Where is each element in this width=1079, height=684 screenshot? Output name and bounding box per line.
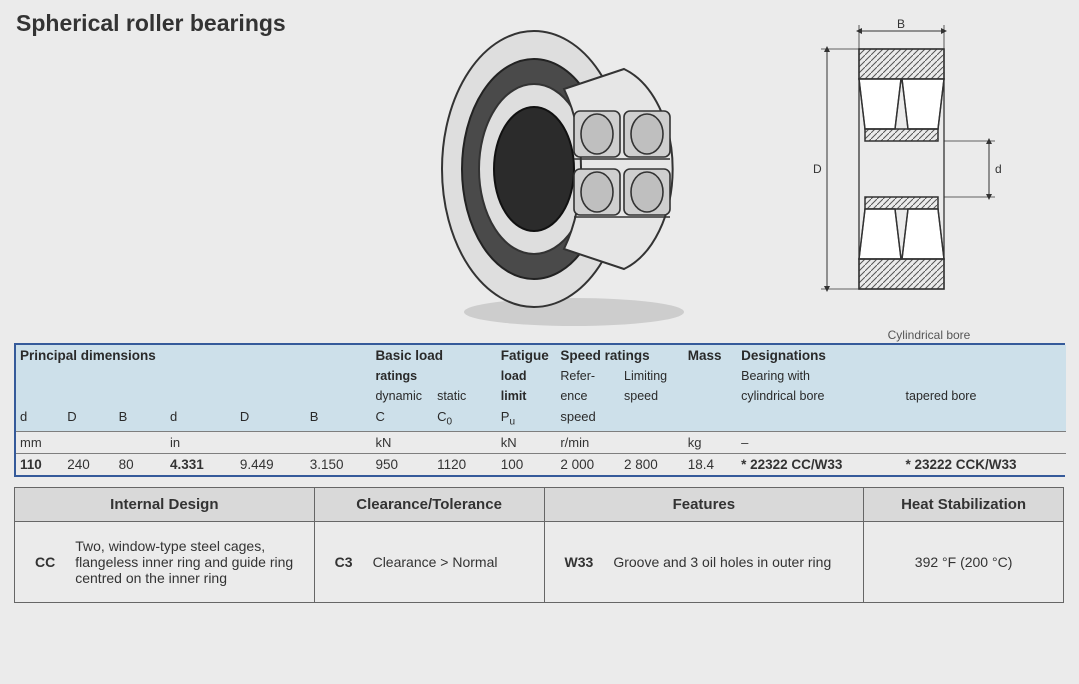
val-mass: 18.4 (684, 453, 737, 475)
hdr-limit: limit (497, 386, 557, 406)
val-D-in: 9.449 (236, 453, 306, 475)
code-c3: C3 (325, 546, 363, 578)
hdr-D1: D (63, 406, 114, 431)
hdr-D2: D (236, 406, 306, 431)
diagram-caption: Cylindrical bore (799, 328, 1059, 342)
code-cc: CC (25, 530, 65, 594)
spec-table: Principal dimensions Basic load Fatigue … (16, 345, 1066, 475)
val-Pu: 100 (497, 453, 557, 475)
hdr-dynamic: dynamic (371, 386, 433, 406)
info-hdr-heat: Heat Stabilization (864, 487, 1064, 521)
hdr-bearingwith: Bearing with (737, 366, 901, 386)
hdr-mass: Mass (684, 345, 737, 366)
text-cc: Two, window-type steel cages, flangeless… (65, 530, 303, 594)
text-w33: Groove and 3 oil holes in outer ring (603, 546, 841, 578)
info-heat-cell: 392 °F (200 °C) (864, 521, 1064, 602)
val-designation-tap: * 23222 CCK/W33 (902, 453, 1066, 475)
hdr-tapbore: tapered bore (902, 386, 1066, 406)
val-B-mm: 80 (115, 453, 166, 475)
info-table: Internal Design Clearance/Tolerance Feat… (14, 487, 1064, 603)
val-refspeed: 2 000 (556, 453, 620, 475)
hdr-static: static (433, 386, 497, 406)
hdr-ratings: ratings (371, 366, 496, 386)
hdr-Pu: Pu (497, 406, 557, 431)
spec-table-container: Principal dimensions Basic load Fatigue … (14, 343, 1065, 477)
hdr-C: C (371, 406, 433, 431)
hdr-speed: Speed ratings (556, 345, 683, 366)
dim-label-d: d (995, 162, 1002, 176)
hdr-B2: B (306, 406, 372, 431)
val-D-mm: 240 (63, 453, 114, 475)
table-row: 110 240 80 4.331 9.449 3.150 950 1120 10… (16, 453, 1066, 475)
hdr-C0: C0 (433, 406, 497, 431)
unit-mm: mm (16, 431, 166, 453)
info-hdr-features: Features (544, 487, 864, 521)
hdr-basicload: Basic load (375, 348, 443, 363)
info-features-cell: W33 Groove and 3 oil holes in outer ring (544, 521, 864, 602)
val-C0: 1120 (433, 453, 497, 475)
hdr-ence: ence (556, 386, 620, 406)
val-C: 950 (371, 453, 433, 475)
dim-label-B: B (897, 19, 905, 31)
info-hdr-internal: Internal Design (15, 487, 315, 521)
hdr-fatigue: Fatigue (497, 345, 557, 366)
info-clearance-cell: C3 Clearance > Normal (314, 521, 544, 602)
unit-dash: – (737, 431, 1066, 453)
hdr-limiting: Limiting (620, 366, 684, 386)
hdr-limspeed: speed (620, 386, 684, 406)
hdr-B1: B (115, 406, 166, 431)
dimension-diagram: B D d Cylindrical bore (799, 19, 1059, 349)
hdr-refspeed: speed (556, 406, 620, 431)
hero-area: B D d Cylindrical bore (14, 43, 1065, 343)
val-d-mm: 110 (16, 453, 63, 475)
hdr-principal: Principal dimensions (16, 345, 371, 366)
bearing-3d-render (424, 19, 714, 332)
info-internal-cell: CC Two, window-type steel cages, flangel… (15, 521, 315, 602)
hdr-cylbore: cylindrical bore (737, 386, 901, 406)
hdr-d2: d (166, 406, 236, 431)
val-d-in: 4.331 (166, 453, 236, 475)
val-designation-cyl: * 22322 CC/W33 (737, 453, 901, 475)
hdr-d1: d (16, 406, 63, 431)
code-w33: W33 (555, 546, 604, 578)
val-B-in: 3.150 (306, 453, 372, 475)
info-hdr-clearance: Clearance/Tolerance (314, 487, 544, 521)
hdr-load: load (497, 366, 557, 386)
unit-kN2: kN (497, 431, 557, 453)
unit-rmin: r/min (556, 431, 683, 453)
unit-kN: kN (371, 431, 496, 453)
unit-in: in (166, 431, 371, 453)
unit-kg: kg (684, 431, 737, 453)
hdr-refer: Refer- (556, 366, 620, 386)
text-c3: Clearance > Normal (363, 546, 508, 578)
dim-label-D: D (813, 162, 822, 176)
val-limspeed: 2 800 (620, 453, 684, 475)
